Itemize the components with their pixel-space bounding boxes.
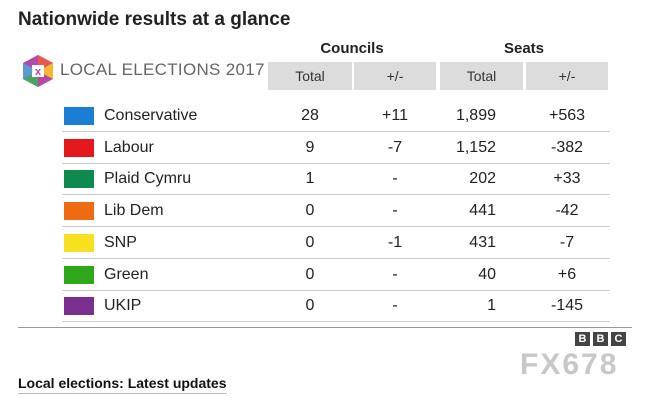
table-cell: - <box>392 297 398 315</box>
group-header: Seats <box>503 40 545 57</box>
table-row: Green 0 - 40 +6 <box>62 259 610 291</box>
table-row: UKIP 0 - 1 -145 <box>62 290 610 323</box>
party-name: SNP <box>104 233 137 251</box>
table-cell: 1 <box>305 170 315 188</box>
party-name: Labour <box>104 138 154 156</box>
party-swatch <box>64 233 94 252</box>
table-cell: 431 <box>469 233 496 251</box>
svg-text:x: x <box>35 66 42 78</box>
table-cell: +6 <box>557 265 577 283</box>
bbc-block: B <box>593 332 608 346</box>
title: Nationwide results at a glance <box>18 9 291 30</box>
bbc-block: B <box>575 332 590 346</box>
party-name: Lib Dem <box>104 202 164 220</box>
party-swatch <box>64 297 94 316</box>
table-cell: +33 <box>553 170 581 188</box>
table-cell: 0 <box>305 233 315 251</box>
logo-icon: x <box>23 55 53 87</box>
column-header: +/- <box>526 62 608 90</box>
column-header: Total <box>268 62 352 90</box>
table-row: SNP 0 -1 431 -7 <box>62 227 610 259</box>
table-row: Plaid Cymru 1 - 202 +33 <box>62 163 610 196</box>
divider <box>18 327 632 328</box>
group-header: Councils <box>320 40 384 57</box>
party-name: Plaid Cymru <box>104 170 192 188</box>
party-swatch <box>64 265 94 284</box>
party-name: UKIP <box>104 297 142 315</box>
table-cell: -7 <box>559 233 575 251</box>
table-row: Lib Dem 0 - 441 -42 <box>62 195 610 228</box>
table-cell: 0 <box>305 202 315 220</box>
party-swatch <box>64 170 94 189</box>
party-swatch <box>64 138 94 157</box>
table-cell: 1 <box>487 297 496 315</box>
table-cell: 0 <box>305 265 315 283</box>
table-cell: - <box>392 202 398 220</box>
bbc-block: C <box>611 332 626 346</box>
table-cell: 28 <box>301 107 319 124</box>
column-header: +/- <box>354 62 436 90</box>
table-cell: 9 <box>305 138 315 156</box>
party-swatch <box>64 202 94 221</box>
table-cell: - <box>392 170 398 188</box>
column-header: Total <box>440 62 523 90</box>
table-cell: -145 <box>550 297 584 315</box>
table-cell: -7 <box>387 138 403 156</box>
watermark: FX678 <box>520 348 619 381</box>
table-cell: 0 <box>305 297 315 315</box>
table-cell: 40 <box>478 265 496 283</box>
table-cell: -42 <box>555 202 579 220</box>
party-name: Conservative <box>104 107 198 124</box>
table-cell: +11 <box>382 107 408 124</box>
footer-link[interactable]: Local elections: Latest updates <box>18 375 227 394</box>
table-cell: -1 <box>387 233 403 251</box>
table-cell: 1,899 <box>455 107 496 124</box>
party-name: Green <box>104 265 149 283</box>
logo-text: LOCAL ELECTIONS 2017 <box>60 60 265 79</box>
table-cell: +563 <box>548 107 586 124</box>
table-cell: 1,152 <box>455 138 496 156</box>
table-cell: 202 <box>469 170 496 188</box>
table-cell: -382 <box>550 138 584 156</box>
party-swatch <box>64 107 94 125</box>
table-row: Conservative 28 +11 1,899 +563 <box>62 100 610 132</box>
table-cell: - <box>392 265 398 283</box>
table-cell: 441 <box>469 202 496 220</box>
table-row: Labour 9 -7 1,152 -382 <box>62 132 610 164</box>
